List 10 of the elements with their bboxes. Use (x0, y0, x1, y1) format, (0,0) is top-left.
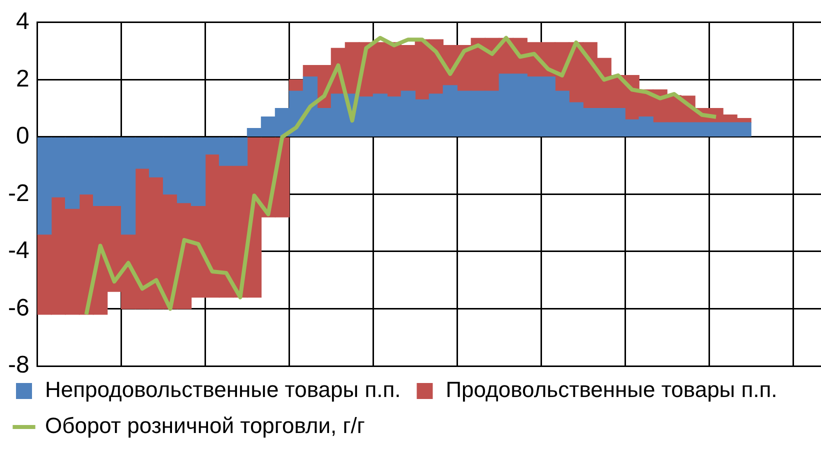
legend-label: Оборот розничной торговли, г/г (45, 413, 365, 438)
legend-label: Продовольственные товары п.п. (446, 377, 778, 402)
y-tick-label: -8 (8, 352, 30, 379)
y-tick-label: -4 (8, 237, 30, 264)
y-tick-label: 2 (16, 65, 30, 92)
legend-label: Непродовольственные товары п.п. (45, 377, 401, 402)
y-tick-label: 4 (16, 8, 30, 36)
y-tick-label: -2 (8, 180, 30, 207)
y-tick-label: 0 (16, 122, 30, 150)
y-tick-label: -6 (8, 294, 30, 322)
